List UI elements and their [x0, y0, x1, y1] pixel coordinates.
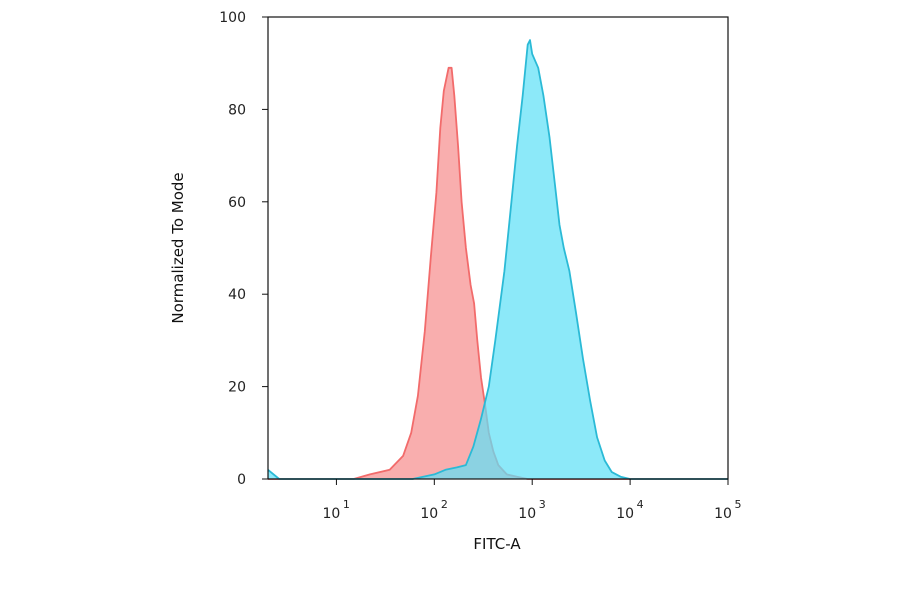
y-tick-label: 60	[228, 195, 246, 211]
x-tick-label: 10	[323, 506, 341, 522]
x-tick-exponent: 2	[441, 498, 448, 511]
y-axis-title: Normalized To Mode	[169, 172, 187, 323]
y-axis: 0 20 40 60 80 100	[219, 10, 268, 488]
x-tick-exponent: 5	[735, 498, 742, 511]
series-2-line	[267, 39, 728, 480]
x-tick-exponent: 1	[343, 498, 350, 511]
y-tick-label: 100	[219, 10, 246, 26]
x-tick-label: 10	[714, 506, 732, 522]
x-tick-label: 10	[616, 506, 634, 522]
x-tick-label: 10	[518, 506, 536, 522]
x-axis-title: FITC-A	[473, 535, 521, 553]
x-tick-exponent: 3	[539, 498, 546, 511]
series-layer	[267, 39, 728, 480]
y-tick-label: 40	[228, 287, 246, 303]
x-tick-exponent: 4	[637, 498, 644, 511]
y-tick-label: 0	[237, 472, 246, 488]
series-2-area	[268, 40, 728, 479]
y-tick-label: 80	[228, 102, 246, 118]
y-tick-label: 20	[228, 380, 246, 396]
plot-frame	[267, 16, 729, 480]
x-tick-label: 10	[420, 506, 438, 522]
